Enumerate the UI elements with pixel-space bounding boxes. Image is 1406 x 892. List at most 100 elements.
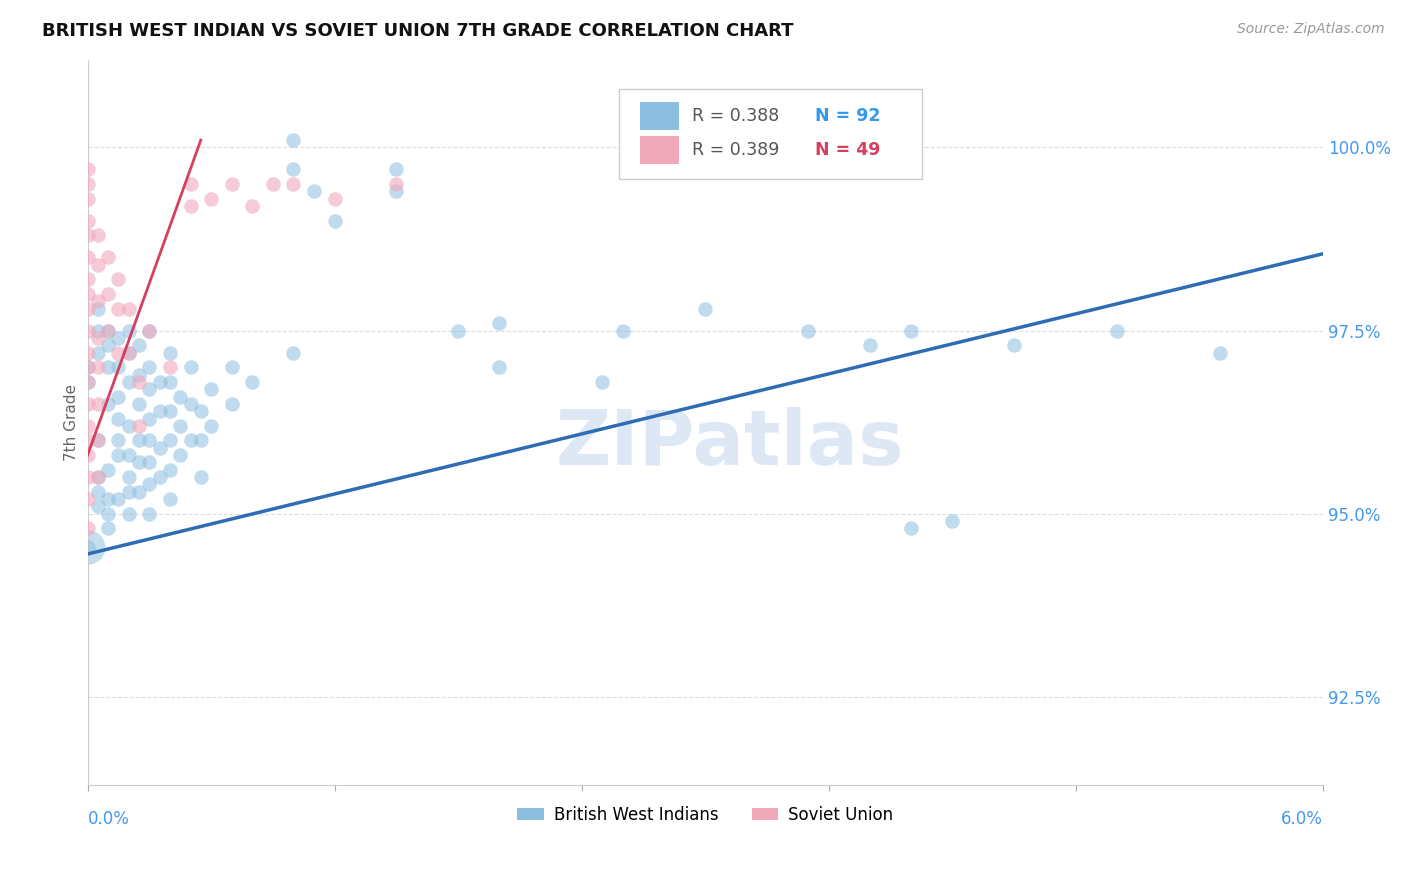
- Point: [97, 287, 120, 301]
- Point: [179, 177, 201, 191]
- Point: [118, 470, 141, 484]
- Point: [76, 360, 98, 375]
- Point: [169, 390, 191, 404]
- Point: [900, 521, 922, 535]
- Point: [87, 470, 110, 484]
- Point: [221, 177, 243, 191]
- Point: [1002, 338, 1025, 352]
- Point: [76, 345, 98, 359]
- Point: [76, 434, 98, 448]
- Point: [179, 397, 201, 411]
- Point: [128, 455, 150, 469]
- Point: [240, 375, 263, 389]
- Point: [107, 411, 129, 425]
- Text: BRITISH WEST INDIAN VS SOVIET UNION 7TH GRADE CORRELATION CHART: BRITISH WEST INDIAN VS SOVIET UNION 7TH …: [42, 22, 793, 40]
- Point: [97, 397, 120, 411]
- Point: [302, 185, 325, 199]
- Point: [591, 375, 613, 389]
- Text: R = 0.388: R = 0.388: [692, 107, 779, 125]
- Point: [107, 434, 129, 448]
- Point: [107, 390, 129, 404]
- Point: [283, 345, 305, 359]
- Point: [76, 448, 98, 462]
- Point: [695, 301, 717, 316]
- Point: [240, 199, 263, 213]
- Point: [87, 301, 110, 316]
- Point: [179, 360, 201, 375]
- Point: [87, 228, 110, 243]
- Point: [138, 360, 160, 375]
- Point: [118, 507, 141, 521]
- Point: [1107, 324, 1129, 338]
- Point: [859, 338, 882, 352]
- Point: [138, 411, 160, 425]
- Point: [87, 360, 110, 375]
- Point: [149, 404, 172, 418]
- Point: [149, 375, 172, 389]
- Point: [190, 404, 212, 418]
- Point: [107, 331, 129, 345]
- Point: [200, 382, 222, 396]
- Point: [488, 360, 510, 375]
- Point: [118, 324, 141, 338]
- Point: [323, 213, 346, 227]
- Point: [76, 301, 98, 316]
- Point: [283, 177, 305, 191]
- Point: [138, 507, 160, 521]
- Point: [76, 375, 98, 389]
- Point: [76, 540, 98, 554]
- Point: [76, 192, 98, 206]
- Point: [107, 272, 129, 286]
- Point: [97, 251, 120, 265]
- Point: [221, 360, 243, 375]
- Point: [87, 294, 110, 309]
- Point: [385, 185, 408, 199]
- Point: [159, 404, 181, 418]
- Point: [128, 338, 150, 352]
- Point: [76, 162, 98, 177]
- Text: 6.0%: 6.0%: [1281, 811, 1323, 829]
- Point: [97, 324, 120, 338]
- Point: [118, 375, 141, 389]
- Point: [190, 470, 212, 484]
- Point: [169, 448, 191, 462]
- FancyBboxPatch shape: [640, 103, 679, 130]
- Point: [76, 418, 98, 433]
- Point: [200, 418, 222, 433]
- Point: [107, 345, 129, 359]
- Point: [179, 434, 201, 448]
- Point: [159, 492, 181, 507]
- Point: [797, 324, 820, 338]
- Point: [97, 492, 120, 507]
- Point: [323, 192, 346, 206]
- Point: [262, 177, 284, 191]
- Point: [97, 324, 120, 338]
- Point: [159, 360, 181, 375]
- Point: [118, 301, 141, 316]
- Point: [76, 492, 98, 507]
- FancyBboxPatch shape: [619, 88, 921, 179]
- Y-axis label: 7th Grade: 7th Grade: [65, 384, 79, 460]
- Point: [128, 375, 150, 389]
- Point: [76, 228, 98, 243]
- Point: [159, 434, 181, 448]
- Point: [138, 477, 160, 491]
- Point: [612, 324, 634, 338]
- FancyBboxPatch shape: [640, 136, 679, 164]
- Point: [128, 434, 150, 448]
- Point: [138, 455, 160, 469]
- Point: [76, 251, 98, 265]
- Point: [76, 521, 98, 535]
- Point: [149, 470, 172, 484]
- Point: [128, 418, 150, 433]
- Point: [107, 360, 129, 375]
- Point: [87, 258, 110, 272]
- Point: [97, 463, 120, 477]
- Point: [107, 448, 129, 462]
- Point: [87, 470, 110, 484]
- Point: [76, 324, 98, 338]
- Point: [159, 375, 181, 389]
- Point: [149, 441, 172, 455]
- Point: [941, 514, 963, 528]
- Point: [76, 272, 98, 286]
